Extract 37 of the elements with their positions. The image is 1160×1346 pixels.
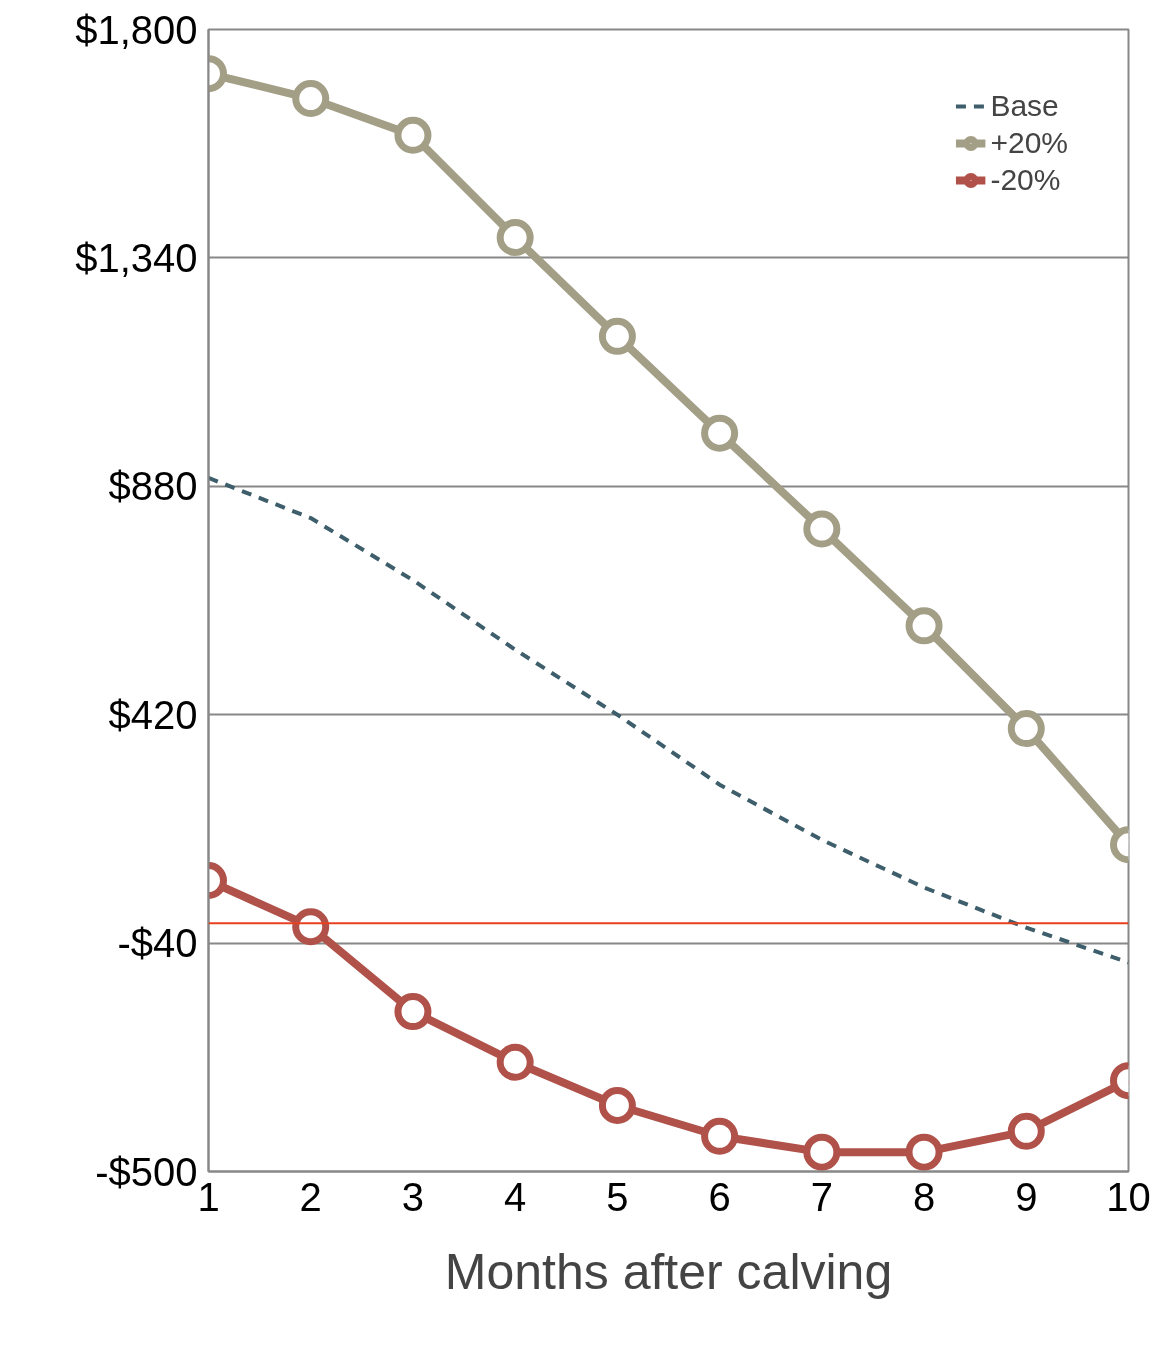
- x-tick-label: 9: [1015, 1174, 1038, 1219]
- point: [1007, 1112, 1045, 1150]
- point: [1007, 710, 1045, 748]
- x-axis-title: Months after calving: [444, 1243, 893, 1300]
- legend-label: -20%: [990, 163, 1061, 197]
- point: [803, 510, 841, 548]
- legend-label: +20%: [990, 126, 1068, 160]
- point: [803, 1133, 841, 1171]
- x-tick-label: 7: [810, 1174, 833, 1219]
- point: [292, 908, 330, 946]
- x-tick-label: 3: [401, 1174, 425, 1219]
- legend-label: Base: [990, 89, 1059, 123]
- y-tick-label: -$500: [95, 1149, 198, 1194]
- y-tick-label: $1,800: [75, 7, 198, 52]
- y-tick-label: $880: [108, 464, 198, 509]
- y-tick-label: $1,340: [75, 235, 198, 280]
- point: [292, 80, 330, 117]
- point: [496, 219, 534, 257]
- x-tick-label: 4: [504, 1174, 527, 1219]
- x-tick-label: 8: [912, 1174, 936, 1219]
- x-tick-label: 2: [299, 1174, 322, 1219]
- x-tick-label: 6: [708, 1174, 731, 1219]
- point: [905, 1133, 943, 1171]
- point: [496, 1043, 534, 1081]
- y-tick-label: -$40: [117, 921, 198, 966]
- x-tick-label: 5: [606, 1174, 629, 1219]
- point: [394, 993, 432, 1031]
- y-tick-label: $420: [108, 692, 198, 737]
- point: [701, 414, 739, 452]
- x-tick-label: 1: [197, 1174, 220, 1219]
- point: [905, 607, 943, 645]
- point: [598, 1086, 636, 1124]
- point: [394, 116, 432, 154]
- point: [701, 1117, 739, 1155]
- point: [598, 317, 636, 355]
- line-series: [208, 475, 1129, 965]
- x-tick-label: 10: [1106, 1174, 1151, 1219]
